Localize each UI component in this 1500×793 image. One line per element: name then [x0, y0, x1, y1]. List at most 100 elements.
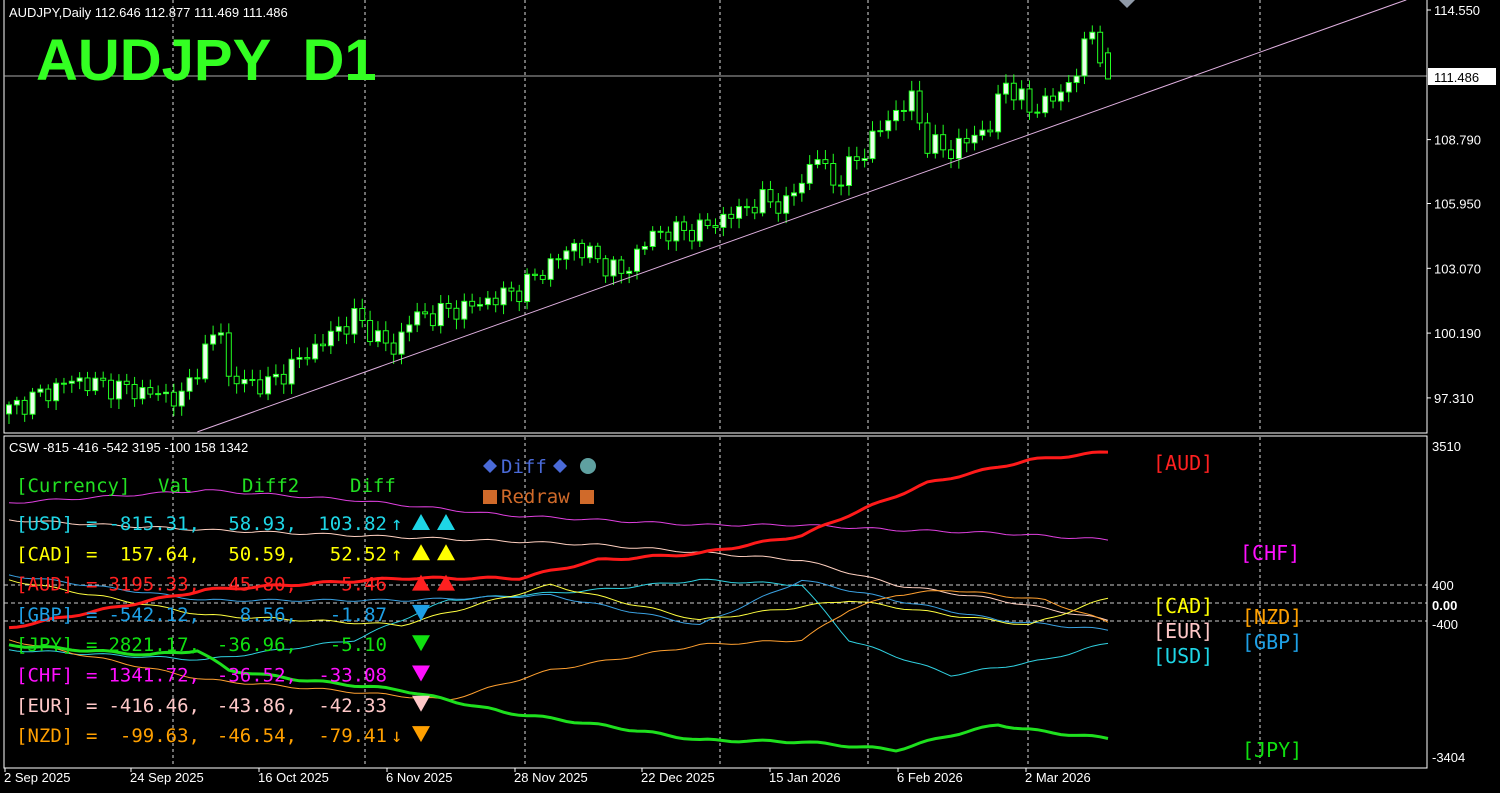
- candle-body: [233, 375, 240, 385]
- row-diff: 5.46: [341, 574, 387, 596]
- indicator-tick-label: 3510: [1432, 439, 1461, 454]
- candle-body: [1034, 111, 1041, 114]
- candle-body: [343, 326, 350, 335]
- diamond-icon: [483, 459, 497, 473]
- indicator-tick-label: 400: [1432, 578, 1454, 593]
- row-val: 2821.17,: [108, 634, 200, 656]
- candle-body: [728, 213, 735, 219]
- row-diff2: -36.96,: [217, 634, 297, 656]
- candle-body: [995, 93, 1002, 133]
- candle-body: [280, 373, 287, 385]
- candle-body: [955, 137, 962, 160]
- row-currency: [AUD]: [16, 574, 73, 596]
- candle-body: [351, 308, 358, 335]
- vertical-grid: [172, 0, 1261, 432]
- candle-body: [477, 304, 483, 307]
- triangle-up-icon: [437, 574, 455, 591]
- price-axis: 114.550 108.790 105.950 103.070 100.190 97.31…: [1426, 0, 1496, 433]
- header-currency: [Currency]: [16, 475, 130, 497]
- candle-body: [45, 388, 52, 402]
- date-tick-label: 6 Nov 2025: [386, 770, 453, 785]
- price-tick-label: 97.310: [1434, 391, 1474, 406]
- row-currency: [CAD]: [16, 543, 73, 565]
- candle-body: [688, 229, 695, 242]
- redraw-button[interactable]: Redraw: [483, 486, 594, 508]
- square-icon: [483, 490, 497, 504]
- csw-indicator-pane[interactable]: CSW -815 -416 -542 3195 -100 158 1342 35…: [3, 435, 1465, 769]
- redraw-button-label: Redraw: [501, 486, 570, 508]
- indicator-axis: 3510 400 0.00 -400 -3404: [1426, 436, 1465, 768]
- candle-body: [359, 308, 366, 321]
- row-diff2: -46.54,: [217, 725, 297, 747]
- end-label-eur: [EUR]: [1153, 619, 1213, 643]
- circle-toggle-icon[interactable]: [580, 458, 596, 474]
- candle-body: [924, 122, 931, 154]
- candle-body: [241, 378, 248, 385]
- end-label-chf: [CHF]: [1240, 541, 1300, 565]
- candle-body: [1050, 95, 1057, 102]
- candle-body: [92, 377, 99, 392]
- price-tick-label: 100.190: [1434, 326, 1481, 341]
- row-currency: [EUR]: [16, 695, 73, 717]
- candle-body: [461, 300, 468, 320]
- triangle-down-icon: [412, 635, 430, 652]
- candle-body: [908, 90, 915, 112]
- candle-body: [563, 250, 570, 260]
- end-label-usd: [USD]: [1153, 644, 1213, 668]
- triangle-up-icon: [412, 574, 430, 591]
- triangle-up-icon: [412, 544, 430, 561]
- row-diff2: 8.56,: [240, 604, 297, 626]
- candle-body: [649, 230, 656, 248]
- candle-body: [37, 388, 44, 393]
- candle-body: [979, 129, 986, 136]
- big-title: AUDJPY D1: [36, 28, 377, 93]
- candle-body: [948, 149, 954, 160]
- candle-body: [398, 331, 405, 355]
- candle-body: [382, 330, 389, 344]
- indicator-tick-label: -400: [1432, 617, 1458, 632]
- candle-body: [210, 334, 217, 345]
- date-axis: 2 Sep 2025 24 Sep 2025 16 Oct 2025 6 Nov 20…: [4, 768, 1091, 785]
- candle-body: [76, 377, 83, 382]
- candle-body: [869, 130, 876, 160]
- candle-body: [327, 330, 334, 347]
- symbol-name: AUDJPY,Daily: [9, 5, 92, 20]
- candle-body: [963, 137, 970, 144]
- triangle-down-icon: [412, 665, 430, 682]
- date-tick-label: 22 Dec 2025: [641, 770, 715, 785]
- row-diff2: -43.86,: [217, 695, 297, 717]
- end-label-jpy: [JPY]: [1242, 738, 1302, 762]
- row-equals: =: [86, 695, 97, 717]
- series-line-usd: [8, 578, 1109, 677]
- candle-body: [178, 390, 185, 407]
- candle-body: [555, 258, 562, 261]
- date-tick-label: 16 Oct 2025: [258, 770, 329, 785]
- price-pane[interactable]: AUDJPY,Daily 112.646 112.877 111.469 111…: [3, 0, 1496, 434]
- candle-body: [469, 300, 476, 307]
- candle-body: [484, 297, 491, 306]
- candle-body: [1057, 91, 1064, 102]
- candle-body: [1002, 82, 1009, 95]
- candle-body: [115, 380, 122, 400]
- price-tick-label: 103.070: [1434, 261, 1481, 276]
- candle-body: [838, 184, 845, 187]
- diff-button[interactable]: Diff: [483, 456, 567, 478]
- date-tick-label: 2 Sep 2025: [4, 770, 71, 785]
- candle-body: [806, 163, 813, 184]
- candle-body: [225, 332, 232, 377]
- trendline[interactable]: [197, 0, 1407, 433]
- candle-body: [108, 379, 115, 400]
- candle-body: [720, 213, 727, 228]
- candle-body: [932, 134, 939, 154]
- candle-body: [84, 377, 91, 392]
- candle-body: [626, 270, 633, 274]
- currency-row: [JPY] = 2821.17, -36.96, -5.10: [16, 634, 430, 656]
- triangle-up-icon: [437, 544, 455, 561]
- row-val: 157.64,: [120, 543, 200, 565]
- indicator-tick-label: 0.00: [1432, 598, 1457, 613]
- row-currency: [USD]: [16, 513, 73, 535]
- row-equals: =: [86, 634, 97, 656]
- candle-body: [202, 343, 209, 380]
